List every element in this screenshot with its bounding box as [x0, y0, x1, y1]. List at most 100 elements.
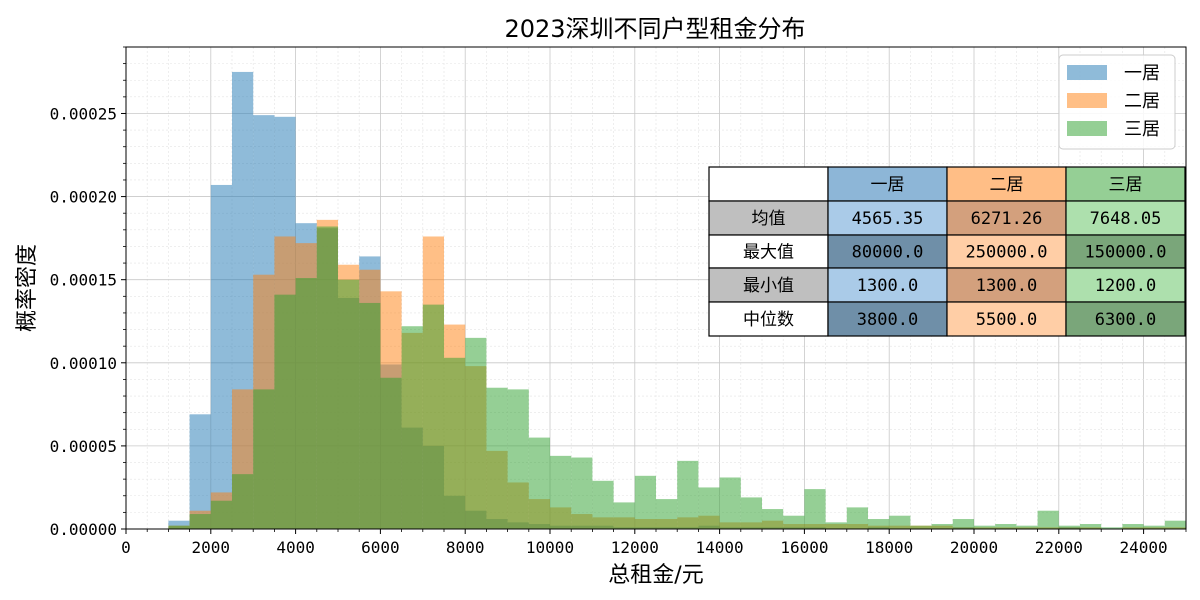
histogram-bar — [931, 524, 953, 529]
x-tick-label: 24000 — [1120, 538, 1168, 557]
legend-swatch — [1067, 93, 1107, 108]
table-row-label: 最小值 — [743, 276, 794, 296]
table-value-cell-bg — [827, 267, 948, 303]
x-tick-label: 6000 — [361, 538, 400, 557]
histogram-bar — [613, 502, 635, 529]
histogram-bar — [528, 437, 550, 529]
chart-title: 2023深圳不同户型租金分布 — [504, 15, 805, 43]
histogram-bar — [295, 278, 317, 529]
histogram-bar — [995, 524, 1017, 529]
histogram-bar — [1122, 524, 1144, 529]
histogram-bar — [422, 304, 444, 529]
histogram-bar — [889, 515, 911, 529]
table-value-cell-bg — [827, 301, 948, 337]
histogram-bar — [1058, 525, 1080, 529]
table-value-cell: 1300.0 — [857, 276, 918, 296]
histogram-bar — [168, 525, 190, 529]
histogram-bar — [338, 279, 360, 529]
y-axis-label: 概率密度 — [15, 244, 40, 332]
x-tick-label: 4000 — [276, 538, 315, 557]
histogram-bar — [1037, 510, 1059, 529]
histogram-bar — [168, 520, 190, 529]
histogram-bar — [677, 460, 699, 529]
histogram-bar — [507, 389, 529, 529]
table-value-cell: 3800.0 — [857, 310, 918, 330]
x-tick-label: 12000 — [611, 538, 659, 557]
histogram-bar — [910, 525, 932, 529]
histogram-bar — [210, 500, 232, 529]
histogram-bar — [1101, 527, 1123, 529]
x-tick-label: 0 — [121, 538, 131, 557]
histogram-bar — [1080, 524, 1102, 529]
table-value-cell: 150000.0 — [1085, 243, 1167, 263]
x-axis-label: 总租金/元 — [608, 563, 703, 588]
histogram-bar — [592, 480, 614, 529]
table-row-label: 均值 — [752, 209, 786, 229]
histogram-bar — [1016, 525, 1038, 529]
histogram-bar — [189, 414, 211, 529]
histogram-bars — [168, 71, 1186, 530]
histogram-bar — [550, 455, 572, 529]
x-tick-label: 16000 — [780, 538, 828, 557]
table-value-cell: 1300.0 — [976, 276, 1037, 296]
histogram-bar — [232, 474, 254, 529]
histogram-bar — [740, 497, 762, 529]
x-tick-label: 8000 — [446, 538, 485, 557]
table-value-cell: 6271.26 — [971, 209, 1043, 229]
histogram-bar — [634, 475, 656, 529]
table-value-cell: 6300.0 — [1095, 310, 1156, 330]
histogram-bar — [486, 387, 508, 529]
y-tick-label: 0.00000 — [50, 520, 117, 539]
table-value-cell: 250000.0 — [966, 243, 1048, 263]
histogram-bar — [1143, 525, 1165, 529]
x-tick-label: 2000 — [192, 538, 231, 557]
x-tick-label: 14000 — [696, 538, 744, 557]
table-header-cell-bg — [1065, 166, 1186, 202]
histogram-bar — [210, 184, 232, 529]
table-header-cell: 二居 — [990, 175, 1024, 195]
table-row-label: 最大值 — [743, 243, 794, 263]
histogram-bar — [465, 337, 487, 529]
table-header-cell: 一居 — [871, 175, 905, 195]
histogram-bar — [274, 294, 296, 529]
histogram-bar — [444, 357, 466, 529]
histogram-bar — [359, 302, 381, 529]
series-3 — [168, 226, 1186, 529]
table-value-cell: 5500.0 — [976, 310, 1037, 330]
table-header-cell-bg — [827, 166, 948, 202]
table-value-cell-bg — [1065, 267, 1186, 303]
legend-label: 一居 — [1124, 63, 1160, 84]
histogram-bar — [804, 489, 826, 529]
table-row-label-bg — [708, 301, 829, 337]
histogram-bar — [762, 509, 784, 529]
histogram-bar — [698, 487, 720, 529]
y-tick-label: 0.00010 — [50, 354, 117, 373]
y-tick-label: 0.00015 — [50, 271, 117, 290]
legend-label: 三居 — [1124, 119, 1160, 140]
histogram-bar — [846, 507, 868, 529]
axes: 0 2000 4000 6000 8000 10000 12000 14000 16000 180… — [50, 46, 1187, 557]
y-tick-label: 0.00005 — [50, 437, 117, 456]
histogram-bar — [974, 525, 996, 529]
histogram-bar — [571, 457, 593, 529]
y-tick-label: 0.00025 — [50, 104, 117, 123]
table-row-label-bg — [708, 267, 829, 303]
legend-label: 二居 — [1124, 91, 1160, 112]
y-tick-label: 0.00020 — [50, 188, 117, 207]
histogram-bar — [401, 326, 423, 529]
x-tick-label: 22000 — [1035, 538, 1083, 557]
table-header-cell-bg — [946, 166, 1067, 202]
table-row-label: 中位数 — [743, 310, 794, 330]
table-value-cell-bg — [1065, 301, 1186, 337]
histogram-bar — [1164, 520, 1186, 529]
histogram-bar — [952, 519, 974, 529]
histogram-bar — [316, 226, 338, 529]
table-value-cell: 80000.0 — [852, 243, 924, 263]
table-header-cell: 三居 — [1109, 175, 1143, 195]
histogram-bar — [253, 389, 275, 529]
legend-swatch — [1067, 121, 1107, 136]
table-corner-cell-bg — [708, 166, 829, 202]
table-value-cell: 1200.0 — [1095, 276, 1156, 296]
